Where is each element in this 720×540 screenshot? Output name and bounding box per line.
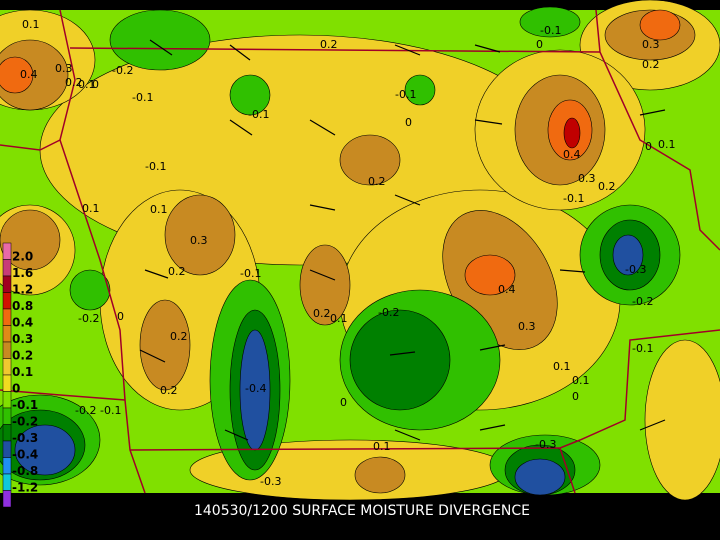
map-title: 140530/1200 SURFACE MOISTURE DIVERGENCE <box>194 503 530 519</box>
colorbar-label: 0.4 <box>12 315 33 329</box>
contour-label: 0.3 <box>642 38 660 51</box>
colorbar-label: 0.3 <box>12 332 33 346</box>
colorbar-swatch <box>2 325 12 343</box>
colorbar-label: -1.2 <box>12 480 38 494</box>
contour-label: -0.2 <box>75 404 96 417</box>
contour-label: -0.1 <box>100 404 121 417</box>
contour-label: 0.2 <box>313 307 331 320</box>
colorbar-label: 1.6 <box>12 266 33 280</box>
colorbar-label: 2.0 <box>12 249 33 263</box>
contour-label: 0.3 <box>55 62 73 75</box>
colorbar-swatch <box>2 424 12 442</box>
colorbar-swatch <box>2 242 12 260</box>
contour-label: -0.1 <box>632 342 653 355</box>
contour-label: 0 <box>117 310 124 323</box>
contour-label: 0 <box>536 38 543 51</box>
colorbar-swatch <box>2 407 12 425</box>
state-borders <box>0 9 720 494</box>
wind-barbs <box>139 39 666 441</box>
colorbar-label: -0.1 <box>12 398 38 412</box>
contour-label: -0.1 <box>563 192 584 205</box>
contour-label: 0 <box>405 116 412 129</box>
contour-label: 0.1 <box>572 374 590 387</box>
contour-label: 0.3 <box>578 172 596 185</box>
contour-label: -0.1 <box>240 267 261 280</box>
contour-label: -0.1 <box>540 24 561 37</box>
contour-label: 0.2 <box>368 175 386 188</box>
contour-label: 0.2 <box>170 330 188 343</box>
colorbar-swatch <box>2 473 12 491</box>
colorbar-label: 1.2 <box>12 282 33 296</box>
contour-label: -0.3 <box>625 263 646 276</box>
contour-label: 0 <box>340 396 347 409</box>
contour-label: 0.1 <box>78 78 96 91</box>
contour-label: 0.2 <box>168 265 186 278</box>
colorbar-swatch <box>2 292 12 310</box>
contour-label: 0.4 <box>20 68 38 81</box>
contour-label: 0 <box>645 140 652 153</box>
contour-label: 0.1 <box>553 360 571 373</box>
colorbar-label: 0.8 <box>12 299 33 313</box>
contour-label: -0.1 <box>395 88 416 101</box>
colorbar-swatch <box>2 457 12 475</box>
contour-label: 0.2 <box>598 180 616 193</box>
contour-label: 0 <box>572 390 579 403</box>
contour-label: 0.2 <box>160 384 178 397</box>
colorbar-label: 0.2 <box>12 348 33 362</box>
contour-label: 0.1 <box>330 312 348 325</box>
colorbar-swatch <box>2 341 12 359</box>
contour-label: -0.1 <box>248 108 269 121</box>
colorbar-swatch <box>2 308 12 326</box>
contour-label: 0.3 <box>190 234 208 247</box>
contour-label: 0.1 <box>373 440 391 453</box>
colorbar-label: -0.8 <box>12 464 38 478</box>
contour-label: -0.2 <box>378 306 399 319</box>
contour-label: 0.4 <box>498 283 516 296</box>
contour-label: -0.2 <box>112 64 133 77</box>
contour-label: 0.1 <box>82 202 100 215</box>
contour-labels: 0.1 0.4 0.3 0.2 -0.2 0.1 0 -0.1 0.2 -0.1… <box>20 18 676 488</box>
contour-label: -0.4 <box>245 382 266 395</box>
colorbar: 2.0 1.6 1.2 0.8 0.4 0.3 0.2 0.1 0 -0.1 -0.2 -0.3 -0.… <box>2 242 38 511</box>
contour-label: -0.3 <box>535 438 556 451</box>
contour-label: -0.1 <box>145 160 166 173</box>
fields <box>0 0 720 501</box>
contour-label: 0.1 <box>150 203 168 216</box>
contour-label: -0.1 <box>132 91 153 104</box>
contour-label: -0.2 <box>78 312 99 325</box>
colorbar-label: 0.1 <box>12 365 33 379</box>
colorbar-swatch <box>2 490 12 508</box>
contour-label: 0.2 <box>320 38 338 51</box>
contour-label: -0.2 <box>632 295 653 308</box>
colorbar-swatch <box>2 374 12 392</box>
contour-label: 0.4 <box>563 148 581 161</box>
contour-label: 0.1 <box>658 138 676 151</box>
contour-label: 0 <box>92 78 99 91</box>
colorbar-label: -0.2 <box>12 414 38 428</box>
colorbar-label: -0.3 <box>12 431 38 445</box>
colorbar-label: 0 <box>12 381 20 395</box>
colorbar-label: -0.4 <box>12 447 38 461</box>
colorbar-label: -1.6 <box>12 497 38 511</box>
colorbar-swatch <box>2 259 12 277</box>
colorbar-swatch <box>2 391 12 409</box>
colorbar-swatch <box>2 275 12 293</box>
colorbar-swatch <box>2 358 12 376</box>
contour-label: 0.2 <box>65 76 83 89</box>
colorbar-swatch <box>2 440 12 458</box>
contour-label: 0.2 <box>642 58 660 71</box>
contour-label: 0.3 <box>518 320 536 333</box>
contour-label: -0.3 <box>260 475 281 488</box>
contour-label: 0.1 <box>22 18 40 31</box>
